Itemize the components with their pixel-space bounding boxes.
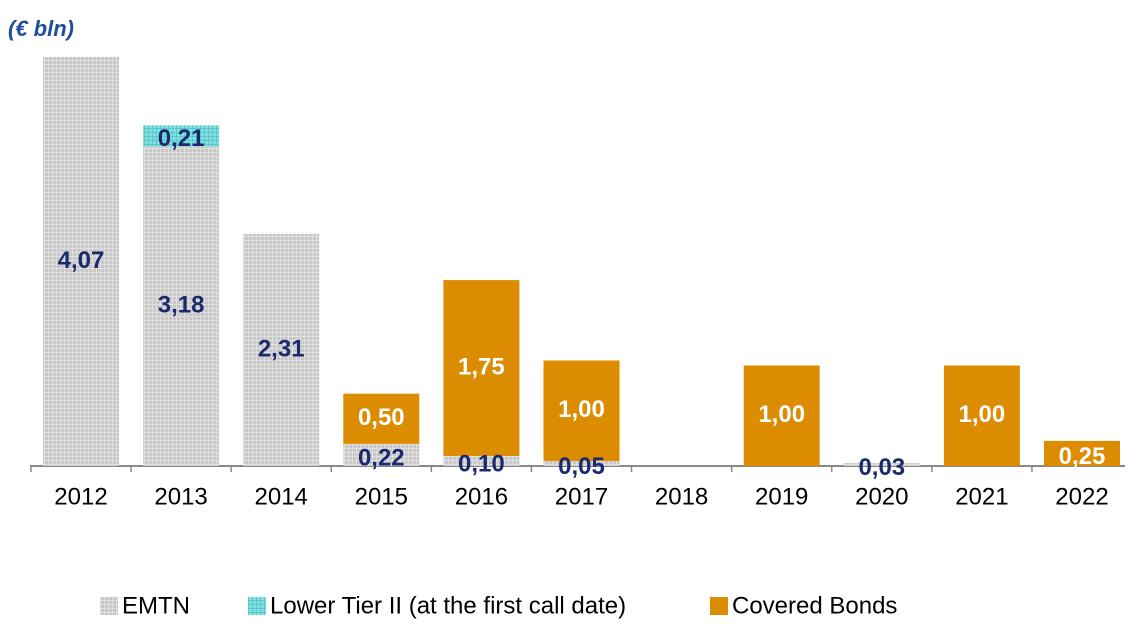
x-tick-label: 2017: [555, 483, 608, 510]
value-label: 1,75: [458, 353, 505, 380]
legend-swatch: [100, 597, 118, 615]
value-label: 1,00: [959, 401, 1006, 428]
value-label: 0,05: [558, 453, 605, 480]
value-label: 0,10: [458, 450, 505, 477]
value-label: 1,00: [558, 396, 605, 423]
legend-label: Lower Tier II (at the first call date): [270, 592, 626, 619]
value-label: 1,00: [758, 401, 805, 428]
chart-subtitle: (€ bln): [8, 16, 74, 41]
bar-segment: [143, 125, 220, 147]
x-tick-label: 2013: [154, 483, 207, 510]
value-label: 0,03: [858, 454, 905, 481]
value-label: 0,22: [358, 444, 405, 471]
value-label: 2,31: [258, 335, 305, 362]
x-tick-label: 2022: [1055, 483, 1108, 510]
bar-segment: [943, 365, 1020, 466]
legend-label: EMTN: [122, 592, 190, 619]
bar-segment: [243, 233, 320, 466]
x-tick-label: 2020: [855, 483, 908, 510]
bar-segment: [843, 462, 920, 466]
bar-segment: [1044, 440, 1120, 466]
value-label: 0,21: [158, 125, 205, 152]
bar-segment: [443, 455, 520, 466]
x-tick-label: 2021: [955, 483, 1008, 510]
value-label: 0,25: [1059, 443, 1106, 470]
value-label: 4,07: [58, 247, 105, 274]
bar-segment: [743, 365, 820, 466]
x-tick-label: 2019: [755, 483, 808, 510]
bar-segment: [543, 460, 620, 466]
value-label: 0,50: [358, 404, 405, 431]
legend-swatch: [248, 597, 266, 615]
bar-segment: [343, 443, 420, 466]
x-tick-label: 2016: [455, 483, 508, 510]
legend-label: Covered Bonds: [732, 592, 897, 619]
value-label: 3,18: [158, 292, 205, 319]
x-tick-label: 2018: [655, 483, 708, 510]
bar-segment: [443, 280, 520, 456]
bar-segment: [343, 393, 420, 444]
x-tick-label: 2012: [54, 483, 107, 510]
legend-swatch: [710, 597, 728, 615]
bar-segment: [43, 57, 119, 466]
x-tick-label: 2015: [355, 483, 408, 510]
bar-segment: [543, 360, 620, 461]
bar-segment: [143, 146, 220, 466]
x-tick-label: 2014: [255, 483, 308, 510]
